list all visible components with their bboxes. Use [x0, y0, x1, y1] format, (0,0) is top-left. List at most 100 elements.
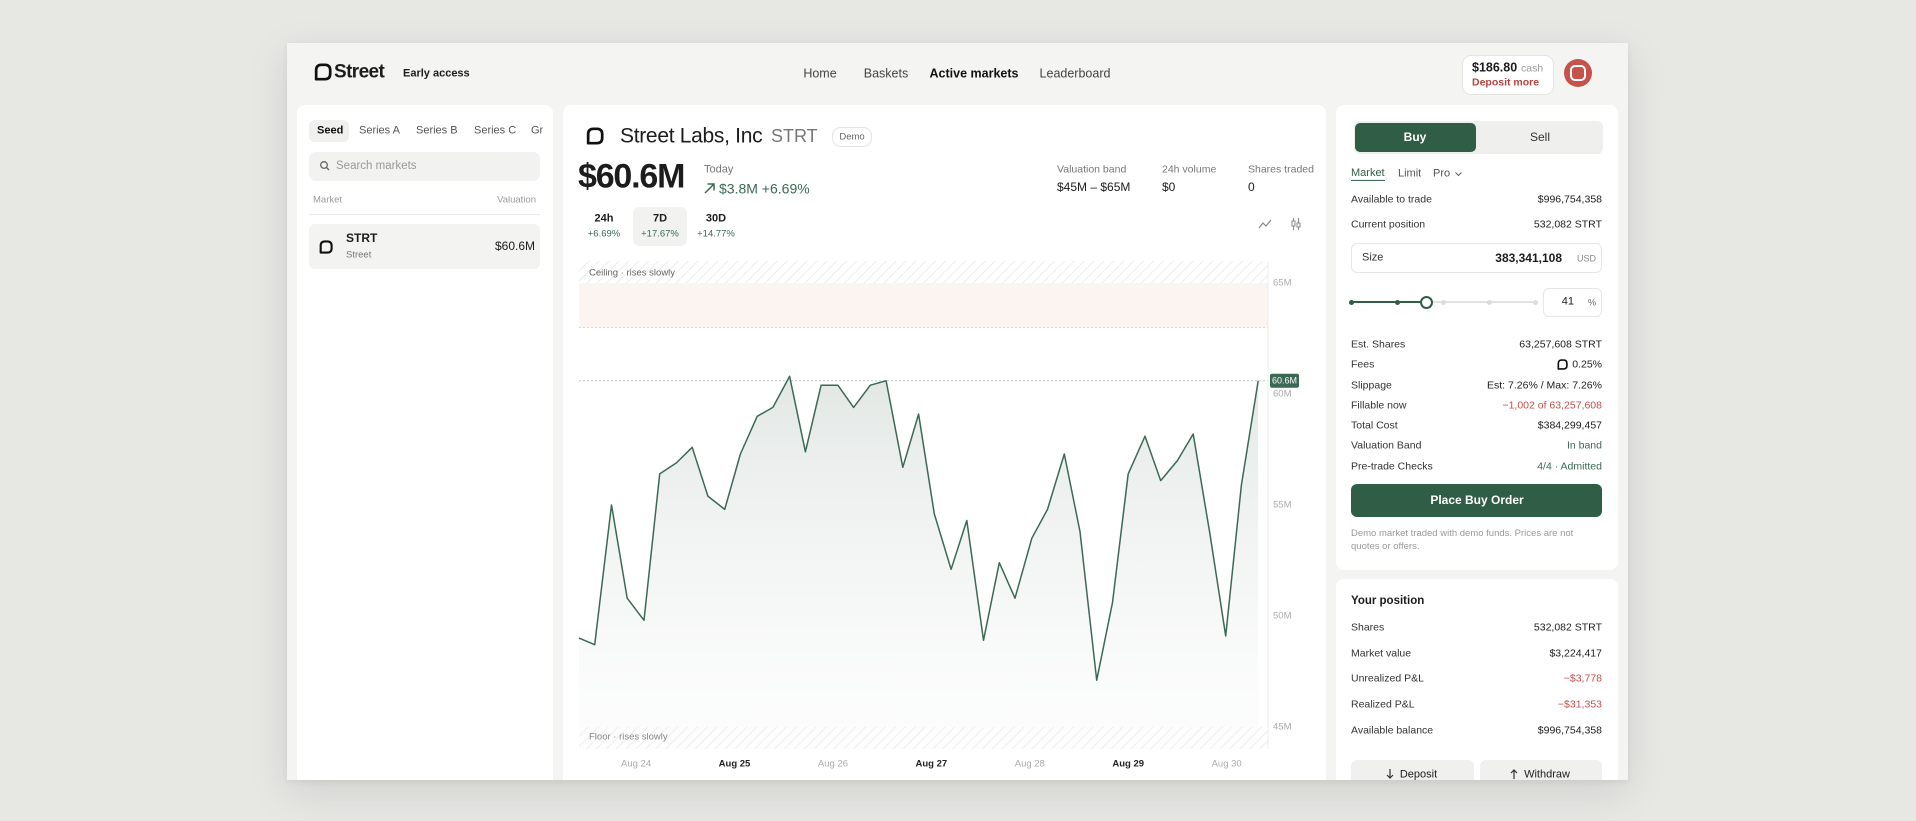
- place-order-label[interactable]: Place Buy Order: [1430, 492, 1524, 507]
- percent-value: 41: [1561, 295, 1574, 308]
- deposit-more[interactable]: Deposit more: [1472, 76, 1540, 89]
- row-label: Available to trade: [1351, 193, 1432, 206]
- range-tab[interactable]: 30D: [705, 212, 727, 225]
- row-value: Est: 7.26% / Max: 7.26%: [1487, 379, 1602, 392]
- price-area: [579, 376, 1259, 749]
- action-label[interactable]: Deposit: [1399, 768, 1438, 781]
- x-tick-label: Aug 30: [1212, 759, 1242, 770]
- action-label[interactable]: Withdraw: [1524, 768, 1570, 781]
- row-value: −$3,778: [1563, 672, 1602, 685]
- search-box[interactable]: [309, 152, 540, 181]
- row-label: Fillable now: [1351, 399, 1407, 412]
- range-tab[interactable]: 7D: [652, 212, 668, 225]
- company-ticker: STRT: [771, 126, 818, 147]
- series-tab[interactable]: Gr: [531, 124, 544, 137]
- stat-label: 24h volume: [1162, 163, 1217, 176]
- x-tick-label: Aug 29: [1112, 759, 1144, 770]
- slider-dot: [1486, 299, 1492, 305]
- logo: Street: [334, 61, 385, 83]
- early-access-badge: Early access: [403, 67, 470, 80]
- size-box[interactable]: [1351, 243, 1602, 273]
- price-line: [578, 375, 1259, 681]
- row-label: Total Cost: [1351, 419, 1398, 432]
- nav-link[interactable]: Baskets: [863, 66, 909, 81]
- line-chart-icon: [1258, 219, 1272, 229]
- x-tick-label: Aug 26: [818, 759, 848, 770]
- demo-badge: [832, 127, 872, 147]
- order-type-tab[interactable]: Market: [1351, 167, 1385, 182]
- position-title: Your position: [1351, 595, 1425, 608]
- action-button[interactable]: [1480, 760, 1602, 780]
- row-value: −1,002 of 63,257,608: [1502, 399, 1602, 412]
- price-chart: Ceiling · rises slowlyFloor · rises slow…: [578, 261, 1299, 770]
- range-change: +17.67%: [641, 228, 679, 240]
- percent-unit: %: [1588, 297, 1597, 308]
- y-tick-label: 60M: [1273, 389, 1292, 400]
- range-change: +6.69%: [587, 228, 621, 240]
- order-type-tab[interactable]: Limit: [1398, 167, 1422, 180]
- cash-box[interactable]: [1462, 55, 1554, 95]
- row-value: 532,082 STRT: [1533, 218, 1602, 231]
- row-label: Market value: [1351, 647, 1412, 660]
- price-change: $3.8M +6.69%: [719, 180, 810, 197]
- size-label: Size: [1362, 251, 1384, 264]
- row-value: In band: [1566, 439, 1602, 452]
- avatar-ring: [1570, 65, 1586, 81]
- series-tab[interactable]: Series C: [474, 124, 517, 137]
- side-button[interactable]: Sell: [1529, 129, 1551, 144]
- slider-dot: [1440, 299, 1446, 305]
- row-value: $996,754,358: [1537, 193, 1602, 206]
- row-value: $3,224,417: [1549, 647, 1602, 660]
- row-label: Available balance: [1351, 724, 1434, 737]
- y-tick-label: 55M: [1273, 500, 1292, 511]
- stat-label: Valuation band: [1057, 163, 1127, 176]
- market-valuation: $60.6M: [494, 238, 535, 253]
- fee-icon: [1557, 359, 1568, 370]
- slider-fill: [1351, 301, 1427, 303]
- slider-knob[interactable]: [1420, 296, 1434, 309]
- y-tick-label: 65M: [1273, 278, 1292, 289]
- range-change: +14.77%: [697, 228, 735, 240]
- row-label: Pre-trade Checks: [1351, 460, 1433, 473]
- series-tab[interactable]: Seed: [317, 124, 344, 137]
- candle-icon: [1291, 218, 1301, 230]
- x-tick-label: Aug 25: [719, 759, 751, 770]
- row-label: Est. Shares: [1351, 338, 1406, 351]
- series-tab[interactable]: Series B: [416, 124, 458, 137]
- x-tick-label: Aug 24: [621, 759, 651, 770]
- row-value: $384,299,457: [1537, 419, 1602, 432]
- market-row[interactable]: [309, 224, 540, 269]
- ceiling-zone: [579, 261, 1268, 284]
- y-tick-label: 45M: [1273, 721, 1292, 732]
- row-label: Valuation Band: [1351, 439, 1422, 452]
- action-button[interactable]: [1351, 760, 1474, 780]
- disclaimer: Demo market traded with demo funds. Pric…: [1351, 528, 1574, 552]
- percent-box[interactable]: [1543, 288, 1602, 317]
- position-panel: [1336, 579, 1618, 780]
- order-type-tab[interactable]: Pro: [1433, 167, 1451, 180]
- row-value: −$31,353: [1557, 698, 1602, 711]
- nav-link[interactable]: Home: [803, 66, 837, 81]
- withdraw-icon: [1510, 769, 1518, 779]
- stat-value: 0: [1248, 179, 1255, 194]
- row-label: Realized P&L: [1351, 698, 1415, 711]
- sidebar-panel: [297, 105, 553, 780]
- slider-dot: [1394, 299, 1400, 305]
- search-icon: [320, 161, 330, 171]
- chevron: [1455, 172, 1462, 177]
- stat-value: $45M – $65M: [1057, 179, 1131, 194]
- series-tab[interactable]: Series A: [359, 124, 400, 137]
- nav-link[interactable]: Active markets: [929, 66, 1019, 81]
- stat-label: Shares traded: [1248, 163, 1314, 176]
- avatar[interactable]: [1564, 59, 1592, 87]
- side-button[interactable]: Buy: [1403, 129, 1427, 144]
- warning-zone: [579, 283, 1268, 328]
- ceiling-label: Ceiling · rises slowly: [589, 268, 675, 279]
- nav-link[interactable]: Leaderboard: [1039, 66, 1111, 81]
- range-tab[interactable]: 24h: [594, 212, 614, 225]
- deposit-icon: [1386, 769, 1394, 779]
- place-order-button[interactable]: [1351, 484, 1602, 517]
- row-value: 4/4 · Admitted: [1537, 460, 1602, 473]
- slider-dot: [1348, 299, 1354, 305]
- up-arrow: [704, 183, 715, 194]
